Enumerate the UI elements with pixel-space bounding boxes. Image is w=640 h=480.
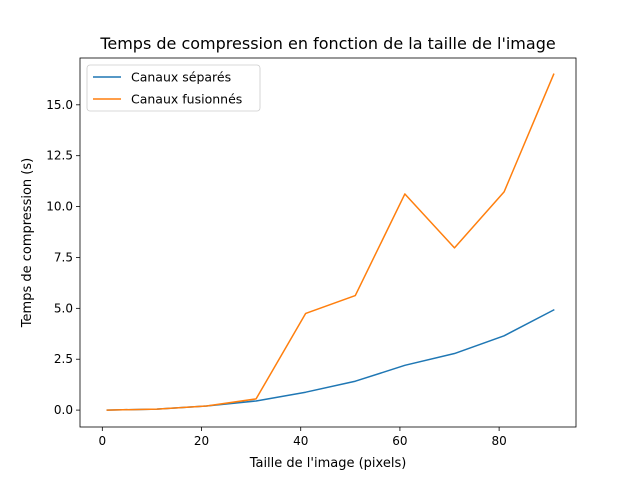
y-tick-label: 15.0 (46, 98, 73, 112)
x-tick-label: 20 (194, 434, 209, 448)
legend-label: Canaux fusionnés (131, 92, 242, 107)
legend-label: Canaux séparés (131, 70, 231, 85)
x-tick-label: 80 (491, 434, 506, 448)
y-axis: 0.0 2.5 5.0 7.5 10.0 12.5 15.0 (46, 98, 80, 417)
y-tick-label: 10.0 (46, 200, 73, 214)
legend-box (86, 64, 261, 112)
legend: Canaux séparés Canaux fusionnés (86, 64, 261, 112)
x-axis-label: Taille de l'image (pixels) (249, 456, 407, 471)
chart-title: Temps de compression en fonction de la t… (99, 34, 555, 53)
x-tick-label: 0 (98, 434, 106, 448)
y-axis-label: Temps de compression (s) (20, 158, 35, 328)
x-tick-label: 40 (293, 434, 308, 448)
y-tick-label: 7.5 (54, 250, 73, 264)
y-tick-label: 12.5 (46, 149, 73, 163)
y-tick-label: 5.0 (54, 301, 73, 315)
y-tick-label: 2.5 (54, 352, 73, 366)
series-line-2 (106, 73, 555, 411)
series-lines (106, 73, 555, 411)
y-tick-label: 0.0 (54, 403, 73, 417)
plot-area (79, 57, 577, 428)
x-tick-label: 60 (392, 434, 407, 448)
x-axis: 0 20 40 60 80 (98, 427, 507, 448)
